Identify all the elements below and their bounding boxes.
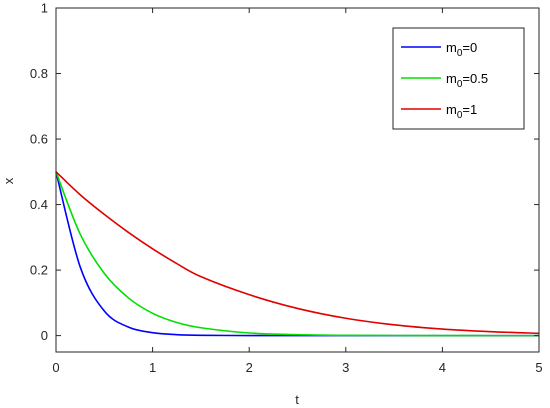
legend-label-subscript: 0	[457, 110, 463, 121]
legend-label-subscript: 0	[457, 79, 463, 90]
series-line-1	[55, 171, 540, 337]
y-tick-label: 0	[41, 328, 48, 343]
y-tick-label: 1	[41, 1, 48, 16]
legend-label-0: m0=0	[446, 40, 477, 59]
axes-layer: 0 1 2 3 4 5 0 0.2 0.4 0.6 0.8 1	[30, 1, 543, 376]
legend: m0=0m0=0.5m0=1	[392, 27, 525, 130]
legend-label-1: m0=0.5	[446, 71, 488, 90]
x-tick-label: 3	[342, 360, 349, 375]
y-tick-label: 0.8	[30, 66, 48, 81]
x-tick-label: 0	[52, 360, 59, 375]
legend-label-base: m	[446, 102, 457, 117]
x-tick-label: 4	[439, 360, 446, 375]
legend-label-base: m	[446, 40, 457, 55]
y-tick-label: 0.6	[30, 132, 48, 147]
legend-label-subscript: 0	[457, 48, 463, 59]
x-axis-label: t	[295, 392, 299, 407]
y-tick-label: 0.2	[30, 263, 48, 278]
legend-label-value: =0	[462, 40, 477, 55]
x-tick-label: 5	[535, 360, 542, 375]
y-axis-label: x	[1, 177, 16, 184]
series-layer	[55, 171, 540, 337]
series-line-2	[55, 171, 540, 335]
x-tick-label: 2	[246, 360, 253, 375]
x-tick-label: 1	[149, 360, 156, 375]
legend-label-value: =1	[462, 102, 477, 117]
axes-box	[55, 7, 540, 353]
legend-label-value: =0.5	[462, 71, 488, 86]
legend-label-base: m	[446, 71, 457, 86]
y-tick-label: 0.4	[30, 197, 48, 212]
legend-label-2: m0=1	[446, 102, 477, 121]
